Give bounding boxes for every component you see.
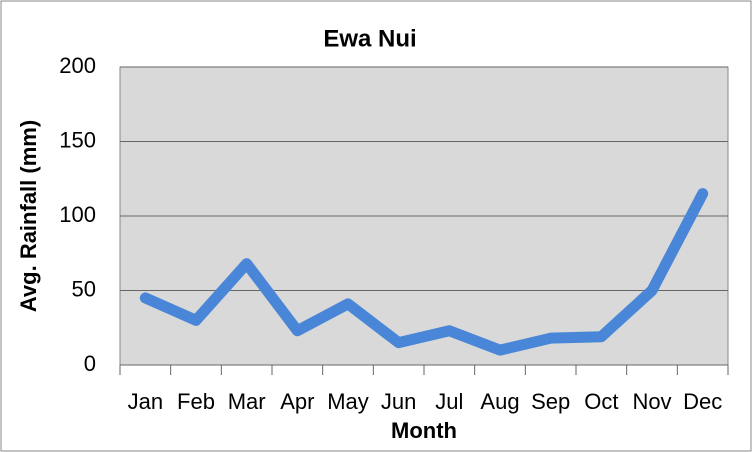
y-axis-label: Avg. Rainfall (mm) [16,120,41,312]
x-tick-label: Oct [584,389,618,414]
x-tick-label: Nov [632,389,671,414]
x-tick-label: Dec [683,389,722,414]
x-tick-label: Feb [177,389,215,414]
x-tick-label: Jan [128,389,163,414]
x-tick-label: May [327,389,369,414]
y-tick-label: 150 [59,127,96,152]
chart-title: Ewa Nui [323,25,416,52]
y-tick-label: 100 [59,202,96,227]
x-tick-label: Apr [280,389,314,414]
x-tick-label: Jun [381,389,416,414]
y-tick-label: 50 [72,276,96,301]
x-tick-label: Mar [228,389,266,414]
y-tick-label: 200 [59,53,96,78]
x-tick-label: Jul [435,389,463,414]
line-series [139,188,709,356]
x-tick-label: Aug [480,389,519,414]
y-tick-label: 0 [84,351,96,376]
x-tick-label: Sep [531,389,570,414]
x-axis-label: Month [391,418,457,443]
